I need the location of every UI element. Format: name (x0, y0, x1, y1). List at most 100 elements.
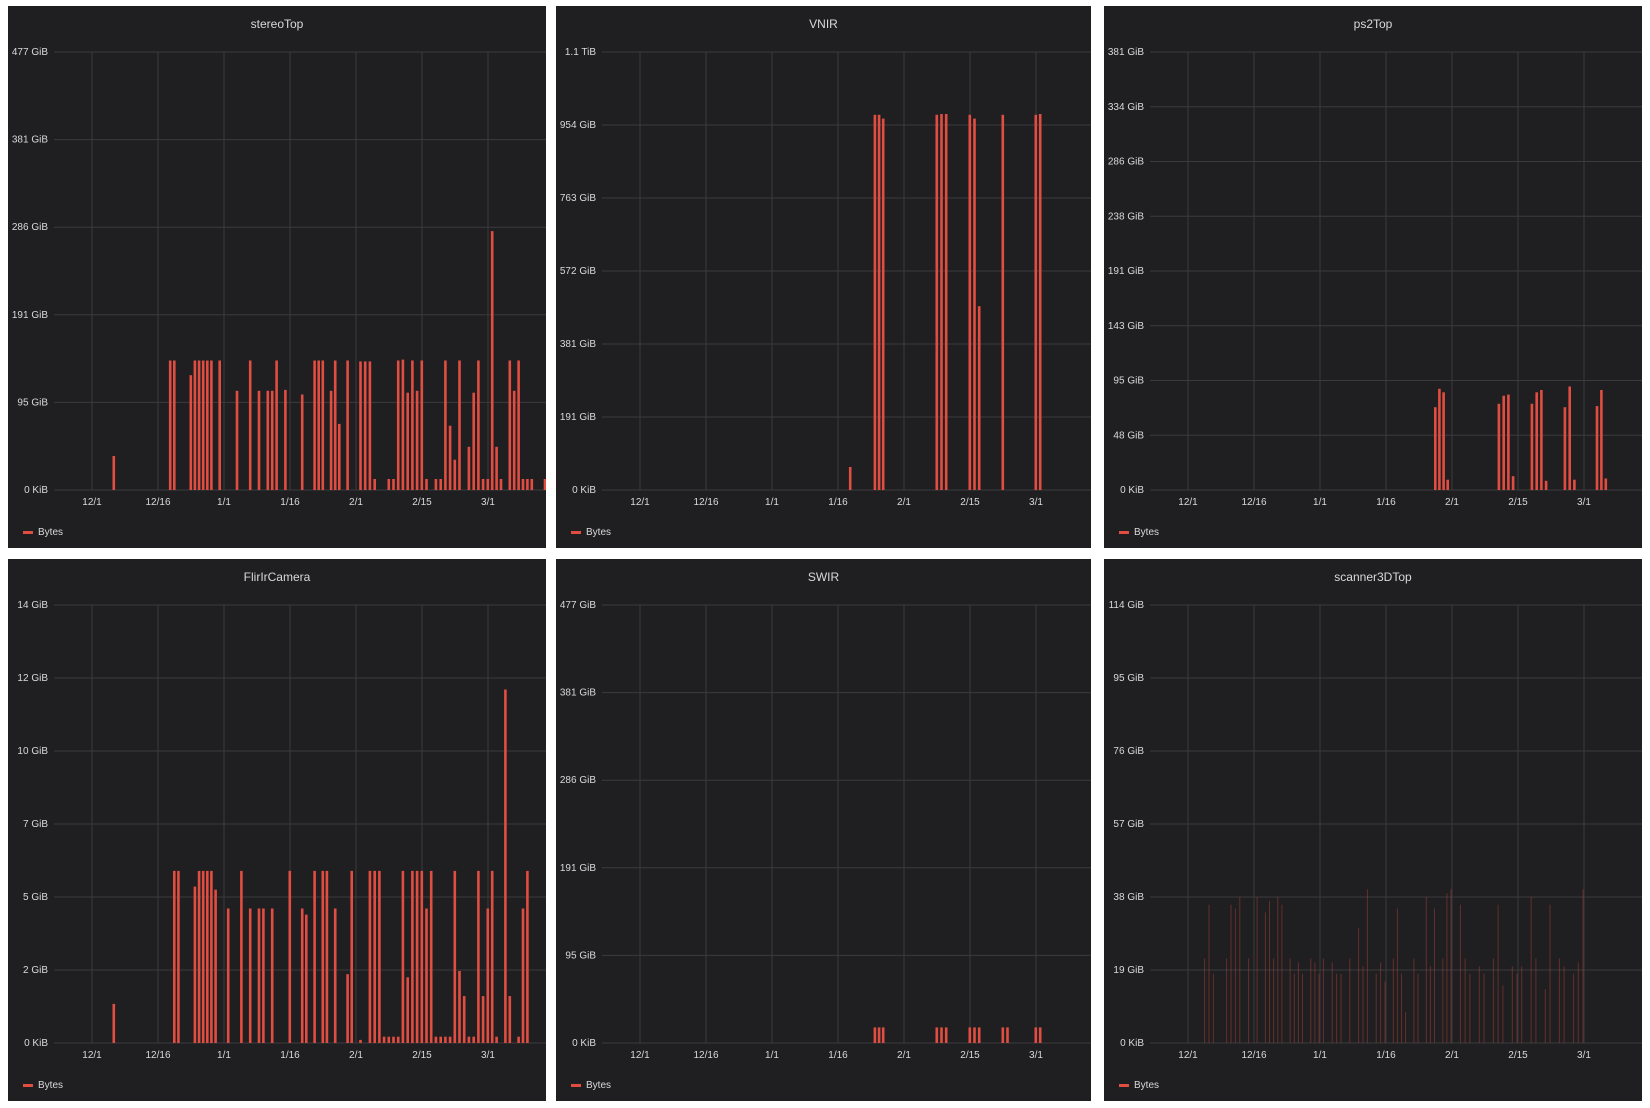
y-tick-label: 191 GiB (12, 310, 48, 321)
bar (201, 360, 205, 490)
bar (1208, 904, 1210, 1043)
bar (1006, 1027, 1009, 1043)
bar (1297, 962, 1299, 1043)
bar (1396, 908, 1398, 1043)
bar (1516, 973, 1518, 1043)
bar (1497, 904, 1499, 1043)
y-tick-label: 0 KiB (1120, 485, 1144, 496)
bar (1038, 114, 1042, 490)
x-tick-label: 12/1 (630, 1050, 650, 1061)
legend[interactable]: Bytes (23, 527, 63, 538)
x-tick-label: 2/1 (1445, 1050, 1459, 1061)
bar (1530, 403, 1534, 490)
legend-swatch (571, 531, 581, 534)
bar (368, 361, 372, 490)
x-tick-label: 3/1 (1577, 497, 1591, 508)
legend-label: Bytes (38, 527, 64, 538)
x-tick-label: 3/1 (1577, 1050, 1591, 1061)
bar (526, 870, 529, 1043)
x-tick-label: 2/15 (412, 497, 432, 508)
y-tick-label: 0 KiB (24, 1038, 48, 1049)
bar (477, 870, 480, 1043)
bar (1405, 1012, 1407, 1043)
bar (359, 1039, 362, 1043)
bar (467, 1036, 471, 1043)
x-tick-label: 12/16 (693, 497, 718, 508)
x-tick-label: 1/1 (1313, 1050, 1327, 1061)
bar (382, 1036, 386, 1043)
y-tick-label: 95 GiB (565, 950, 596, 961)
bar (1212, 973, 1214, 1043)
legend[interactable]: Bytes (571, 1080, 611, 1091)
bar (448, 425, 452, 490)
y-tick-label: 381 GiB (1108, 47, 1144, 58)
bar (173, 360, 176, 490)
panel-title: VNIR (809, 17, 838, 31)
bar (218, 360, 221, 490)
x-tick-label: 2/15 (960, 497, 980, 508)
bar (1314, 962, 1316, 1043)
x-tick-label: 1/16 (828, 497, 848, 508)
bar (1302, 973, 1303, 1043)
legend-label: Bytes (38, 1080, 64, 1091)
swir-panel: SWIR 0 KiB 95 GiB 191 GiB 286 GiB 381 GiB 477… (556, 559, 1091, 1101)
bar (1293, 973, 1295, 1043)
bar (873, 1027, 877, 1043)
legend[interactable]: Bytes (23, 1080, 63, 1091)
ps2top-chart: 0 KiB 48 GiB 95 GiB 143 GiB 191 GiB 238 GiB 28… (1108, 47, 1642, 508)
bar (877, 114, 881, 491)
bar (881, 118, 885, 490)
bar (1310, 958, 1312, 1043)
bar (1281, 904, 1283, 1043)
bar (300, 908, 304, 1043)
bar (193, 886, 197, 1043)
y-tick-label: 286 GiB (560, 775, 596, 786)
y-tick-label: 114 GiB (1109, 600, 1145, 611)
bar (1264, 912, 1266, 1043)
y-tick-label: 0 KiB (24, 485, 48, 496)
y-tick-label: 38 GiB (1113, 892, 1144, 903)
x-tick-label: 12/1 (82, 497, 102, 508)
legend[interactable]: Bytes (1119, 527, 1159, 538)
y-tick-label: 477 GiB (560, 600, 596, 611)
bar (935, 114, 939, 491)
bar (486, 479, 490, 490)
bar (1401, 973, 1402, 1043)
bar (321, 870, 325, 1043)
bar (387, 1036, 391, 1043)
bar (444, 360, 447, 490)
bar (1577, 962, 1579, 1043)
bar (1511, 476, 1515, 490)
legend[interactable]: Bytes (1119, 1080, 1159, 1091)
bar (275, 360, 278, 490)
bar (444, 1036, 447, 1043)
bar (248, 360, 252, 490)
bar (1502, 395, 1505, 490)
bar (177, 870, 180, 1043)
x-tick-label: 12/1 (1178, 1050, 1198, 1061)
bar (1573, 479, 1576, 490)
bar (1434, 407, 1437, 490)
bar (1540, 390, 1543, 490)
bar (1511, 966, 1513, 1043)
x-tick-label: 1/1 (217, 497, 231, 508)
panel-title: FlirIrCamera (243, 570, 311, 584)
y-tick-label: 477 GiB (12, 47, 48, 58)
x-tick-label: 1/16 (1376, 1050, 1396, 1061)
bar (530, 479, 534, 490)
bar (1442, 958, 1444, 1043)
bar (313, 360, 316, 490)
bar (873, 114, 877, 491)
bar (317, 360, 320, 490)
x-tick-label: 12/16 (693, 1050, 718, 1061)
bar (1469, 973, 1471, 1043)
bar (201, 870, 205, 1043)
bar (270, 908, 274, 1043)
bar (1502, 985, 1504, 1043)
x-tick-label: 2/1 (897, 1050, 911, 1061)
legend[interactable]: Bytes (571, 527, 611, 538)
bar (373, 870, 376, 1043)
y-tick-label: 14 GiB (17, 600, 48, 611)
bar (214, 889, 217, 1043)
bar (406, 977, 409, 1043)
